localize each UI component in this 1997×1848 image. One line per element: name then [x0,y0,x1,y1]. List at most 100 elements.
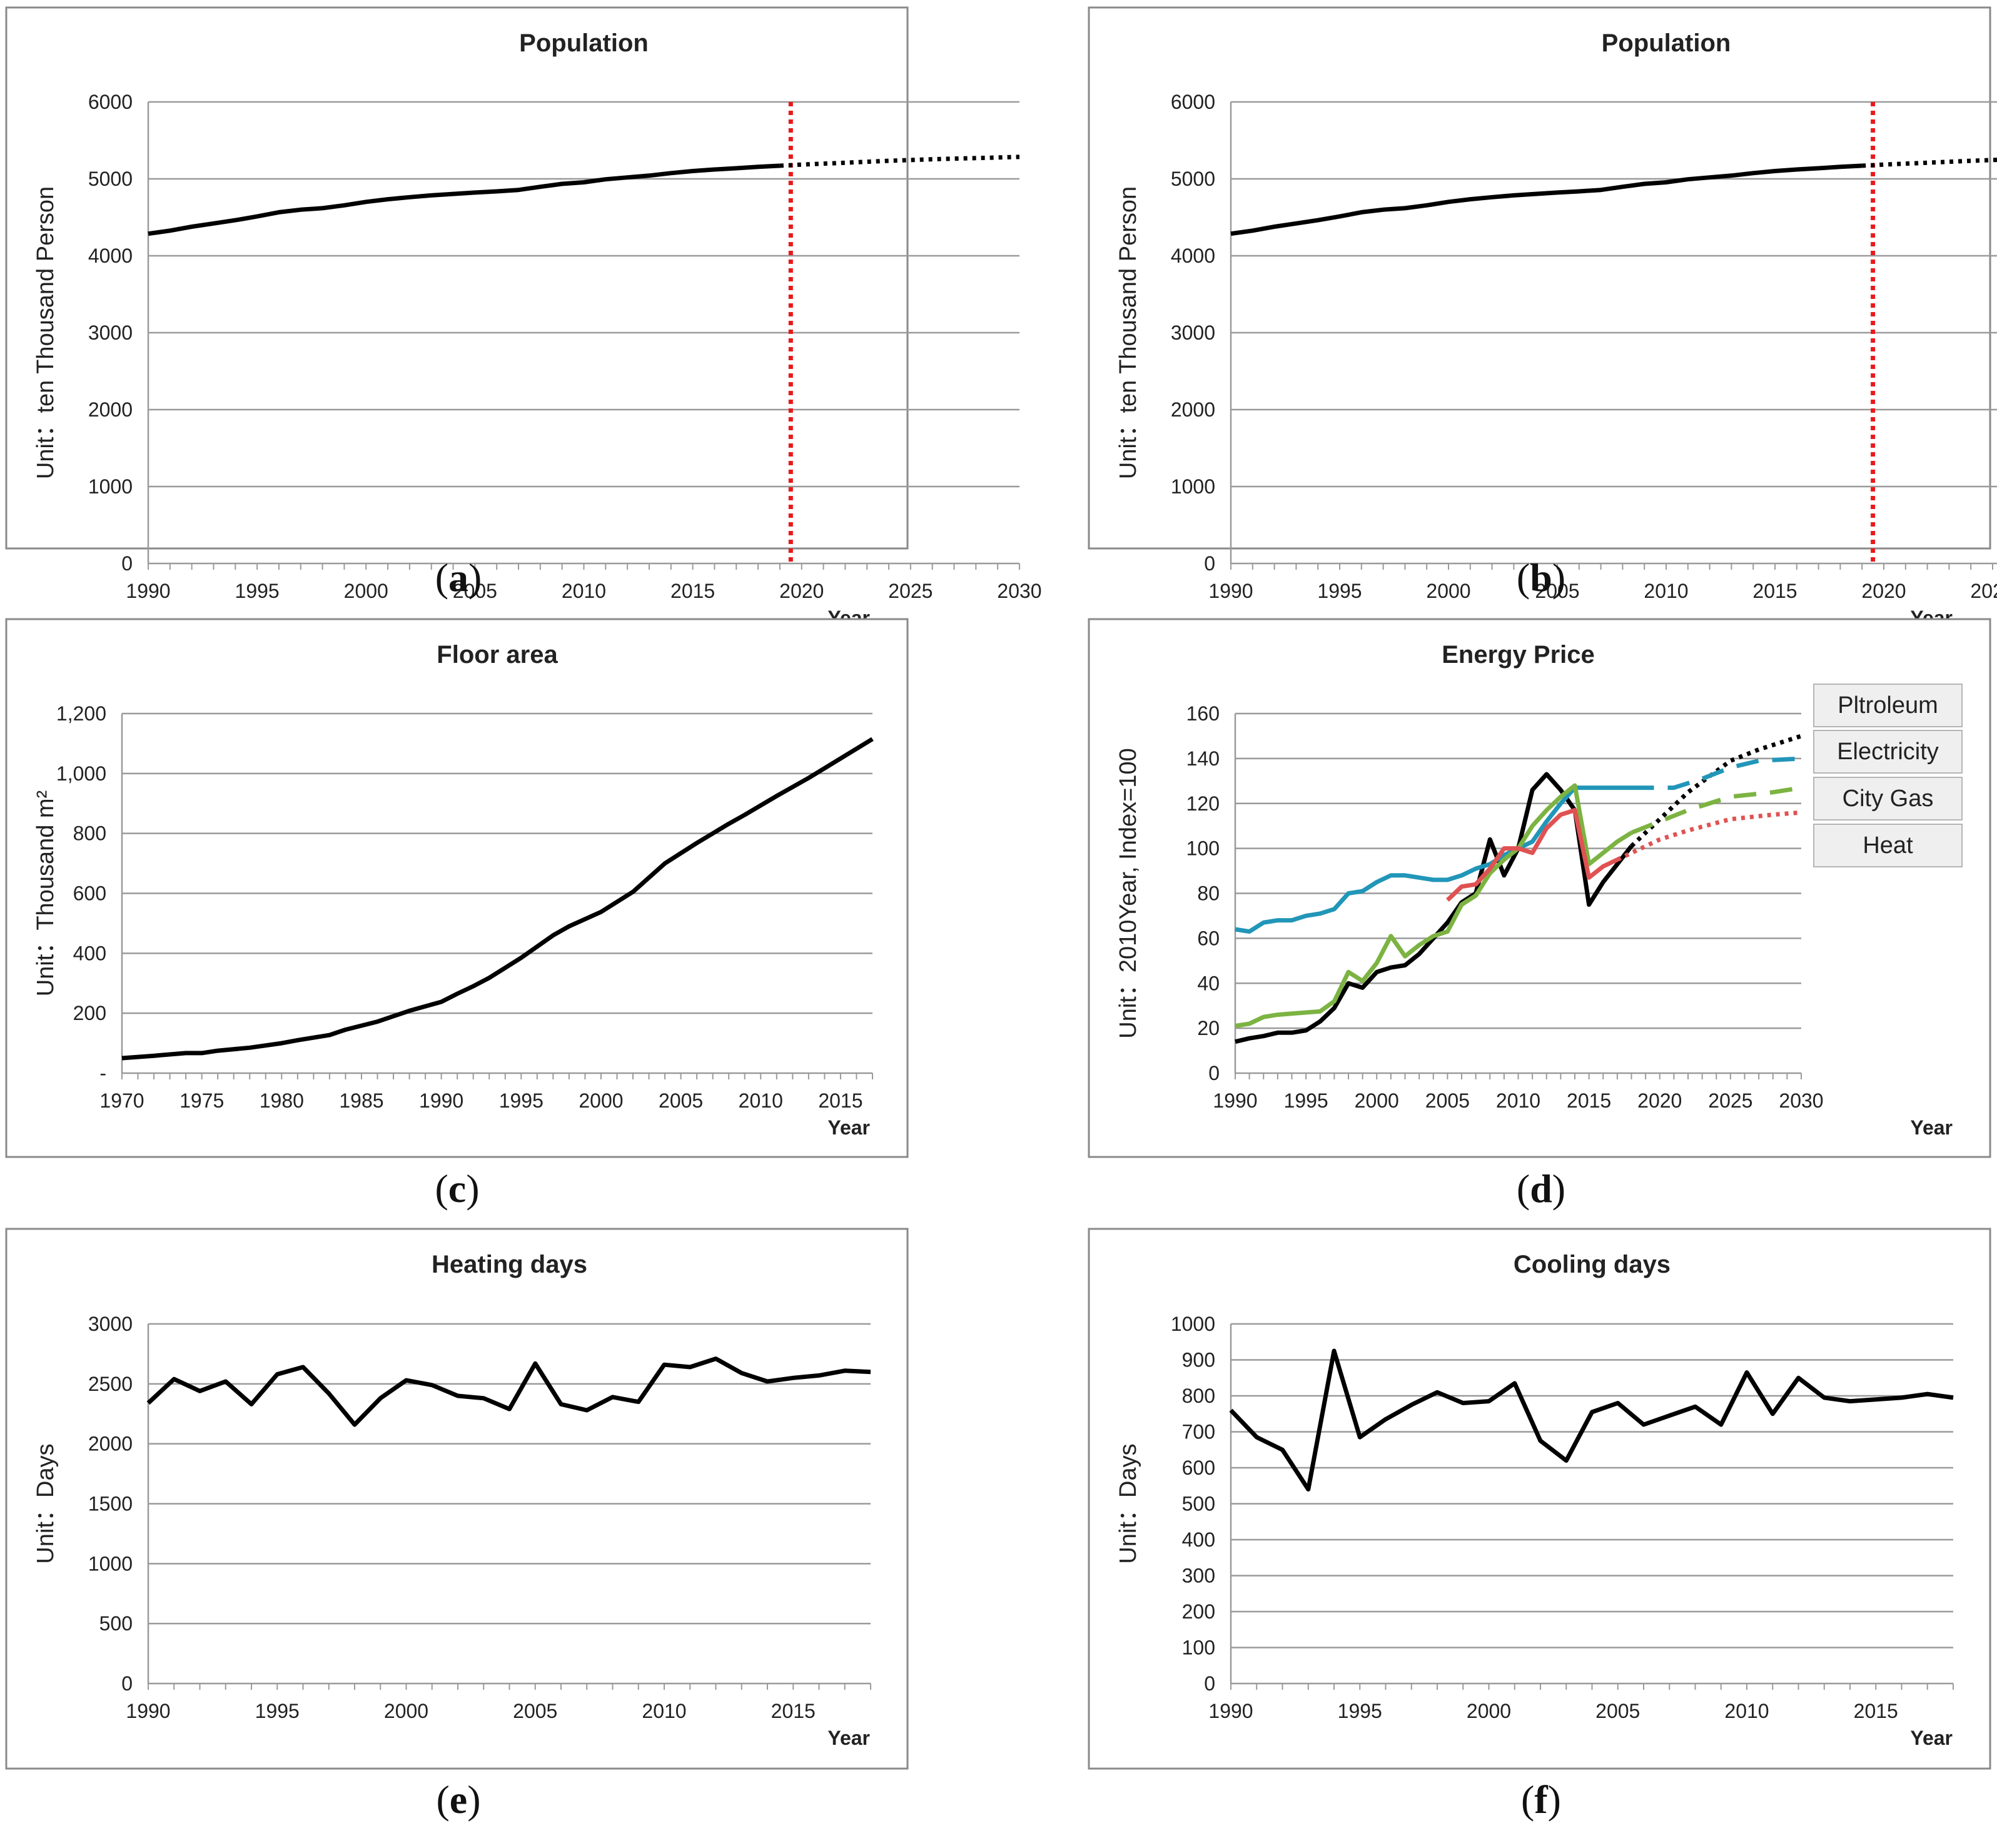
y-tick-label: 0 [121,552,133,575]
y-axis-label: Unit：Thousand m² [33,790,59,996]
y-tick-label: 20 [1197,1017,1220,1039]
x-tick-label: 1995 [499,1089,543,1112]
caption-paren-close: ) [466,1166,479,1211]
y-tick-label: 2000 [1171,398,1215,421]
chart-panel-f: Cooling days 0 100 200 300 400 500 600 700 800 900… [1088,1228,1991,1822]
y-tick-label: 0 [1204,552,1215,575]
y-tick-label: 5000 [88,168,133,190]
x-tick-label: 1990 [1213,1089,1257,1112]
y-tick-label: 6000 [88,91,133,113]
caption-letter: e [450,1777,467,1822]
chart-title: Floor area [437,641,558,669]
series-line-electricity [1235,785,1632,934]
y-tick-label: 60 [1197,927,1220,949]
x-tick-label: 2020 [779,580,824,602]
caption-paren-open: ( [436,1777,449,1822]
y-axis-label: Unit：2010Year, Index=100 [1115,748,1141,1038]
x-tick-label: 2015 [771,1700,816,1722]
y-tick-label: 0 [1204,1672,1215,1695]
legend-box [1813,777,1963,820]
caption-paren-open: ( [435,555,448,600]
y-tick-label: 140 [1186,747,1220,770]
series-line-electricity-projection [1631,756,1802,790]
chart-title: Cooling days [1514,1251,1671,1278]
y-tick-label: 100 [1182,1637,1215,1659]
chart-frame [5,1228,909,1770]
y-tick-label: 4000 [1171,245,1215,267]
panel-caption: (e) [436,1777,480,1822]
x-tick-label: 2000 [344,580,388,602]
y-tick-label: 300 [1182,1565,1215,1587]
y-axis-label: Unit：ten Thousand Person [1115,186,1141,479]
y-tick-label: 6000 [1171,91,1215,113]
caption-letter: d [1530,1166,1552,1211]
y-tick-label: 3000 [88,1313,133,1335]
chart-title: Energy Price [1442,641,1595,669]
legend-item: Heat [1813,824,1963,867]
x-tick-label: 2000 [384,1700,428,1722]
x-tick-label: 1990 [126,1700,170,1722]
series-line-city-gas-projection [1630,785,1802,835]
y-axis-label: Unit：ten Thousand Person [33,186,59,479]
series-line-floor-area [121,737,874,1061]
x-tick-label: 2000 [1467,1700,1511,1722]
y-tick-label: 600 [73,882,106,905]
y-tick-label: 3000 [1171,321,1215,344]
panel-caption: (b) [1517,555,1565,600]
caption-paren-open: ( [1517,1166,1530,1211]
y-tick-label: 120 [1186,792,1220,815]
chart-frame [5,618,909,1158]
chart-title: Population [519,29,649,57]
x-tick-label: 1975 [179,1089,224,1112]
x-tick-label: 2025 [888,580,933,602]
chart-frame [5,6,909,550]
y-tick-label: 2500 [88,1373,133,1395]
y-tick-label: 3000 [88,321,133,344]
x-tick-label: 2010 [739,1089,783,1112]
legend-label: City Gas [1843,785,1934,812]
chart-panel-a: Population 0 1000 2000 3000 4000 5000 6000 1990 1… [5,6,1042,629]
x-tick-label: 2010 [642,1700,686,1722]
y-tick-label: 500 [1182,1493,1215,1515]
x-axis-label: Year [1910,1727,1953,1749]
y-tick-label: 800 [73,822,106,845]
y-axis-label: Unit：Days [33,1443,59,1563]
x-tick-label: 2000 [1355,1089,1399,1112]
chart-panel-b: Population 0 1000 2000 3000 4000 5000 6000 1990 1… [1088,6,1997,629]
x-tick-label: 2010 [1724,1700,1769,1722]
y-tick-label: 80 [1197,882,1220,905]
x-tick-label: 2005 [1425,1089,1470,1112]
series-line-city-gas [1235,783,1633,1028]
caption-paren-close: ) [467,1777,480,1822]
x-tick-label: 2010 [562,580,606,602]
x-tick-label: 1995 [1284,1089,1328,1112]
x-tick-label: 2010 [1644,580,1688,602]
chart-frame [1088,1228,1991,1770]
panel-caption: (d) [1517,1166,1565,1211]
panel-caption: (a) [435,555,482,600]
series-line-cooling-days [1229,1348,1954,1492]
chart-panel-c: Floor area - 200 400 600 800 1,000 1,200 1970 197… [5,618,909,1211]
x-tick-label: 2025 [1708,1089,1752,1112]
y-tick-label: 4000 [88,245,133,267]
y-tick-label: 2000 [88,398,133,421]
x-axis-label: Year [1910,1116,1953,1139]
caption-paren-open: ( [435,1166,448,1211]
y-tick-label: 1000 [1171,1313,1215,1335]
legend-box [1813,730,1963,774]
y-tick-label: 160 [1186,702,1220,725]
x-tick-label: 1995 [235,580,280,602]
x-tick-label: 2030 [1779,1089,1823,1112]
caption-paren-close: ) [1552,1166,1565,1211]
x-tick-label: 2005 [453,580,497,602]
legend-item: City Gas [1813,777,1963,820]
x-axis-label: Year [827,1727,870,1749]
y-tick-label: 200 [1182,1600,1215,1623]
series-line-heat-projection [1616,810,1802,862]
series-line-heating-days [146,1356,871,1427]
panel-caption: (c) [435,1166,479,1211]
panel-caption: (f) [1521,1777,1561,1822]
legend-label: Heat [1863,832,1913,859]
x-tick-label: 2000 [579,1089,623,1112]
